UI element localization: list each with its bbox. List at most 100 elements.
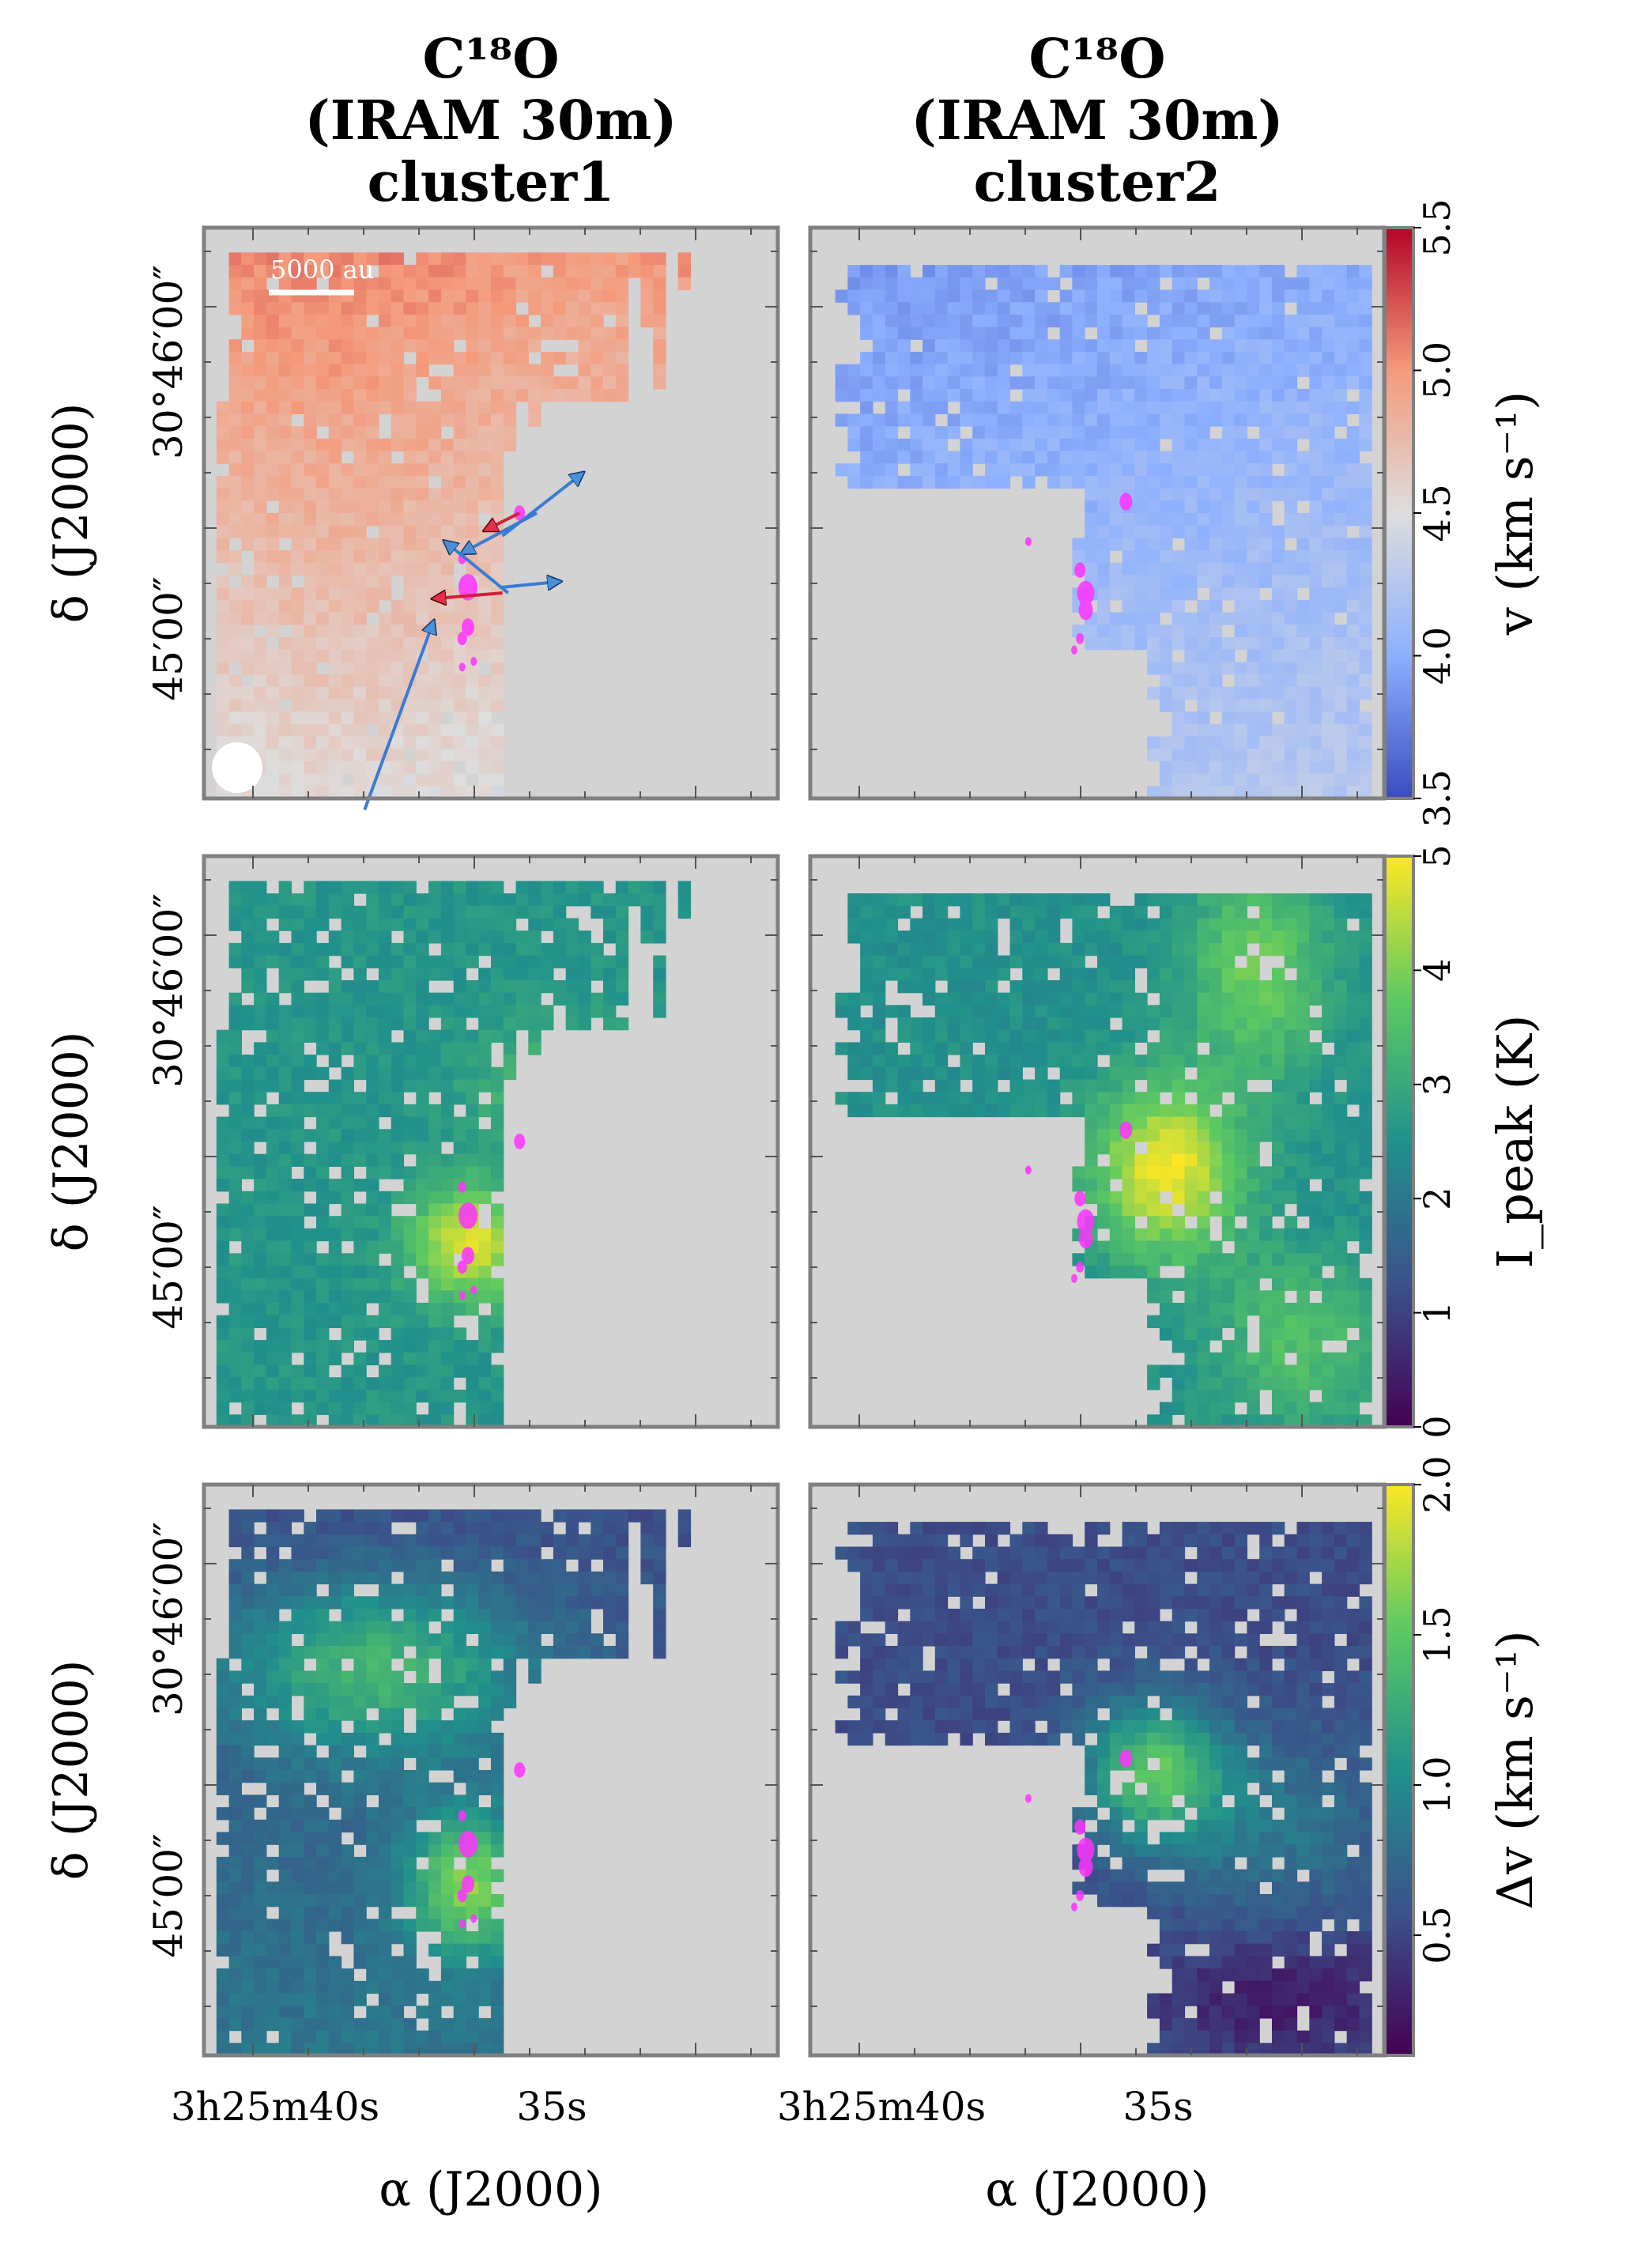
heatmap-cell [254,1596,267,1609]
heatmap-cell [428,881,442,894]
heatmap-cell [453,302,467,315]
heatmap-cell [1122,955,1135,968]
heatmap-cell [1197,1092,1210,1105]
heatmap-cell [1022,1079,1036,1092]
heatmap-cell [972,376,986,390]
heatmap-cell [266,1055,280,1068]
heatmap-cell [1322,1290,1335,1304]
heatmap-cell [341,426,354,440]
heatmap-cell [897,968,911,981]
heatmap-cell [1085,1042,1098,1055]
heatmap-cell [366,1559,379,1572]
heatmap-cell [1147,339,1160,353]
heatmap-cell [1172,637,1186,651]
heatmap-cell [403,326,417,340]
heatmap-cell [1009,463,1023,477]
heatmap-cell [860,955,873,968]
heatmap-cell [366,1352,379,1366]
heatmap-cell [1234,905,1247,919]
heatmap-cell [241,1402,255,1415]
heatmap-cell [1322,525,1335,538]
heatmap-cell [278,1303,292,1316]
heatmap-cell [491,451,504,464]
heatmap-cell [316,339,330,353]
heatmap-cell [1085,980,1098,994]
heatmap-cell [440,1079,455,1092]
heatmap-cell [341,1079,354,1092]
heatmap-cell [241,438,255,452]
heatmap-cell [1197,1129,1210,1142]
heatmap-cell [291,1303,304,1316]
heatmap-cell [640,905,654,919]
heatmap-cell [578,289,591,303]
heatmap-cell [1009,992,1023,1006]
heatmap-cell [304,252,317,266]
heatmap-cell [1209,1277,1223,1291]
y-tick-label: 45′00″ [145,1205,191,1329]
heatmap-cell [1072,401,1085,414]
heatmap-cell [1259,1005,1273,1018]
heatmap-cell [391,1402,405,1415]
heatmap-cell [528,376,541,390]
heatmap-cell [1172,930,1186,944]
heatmap-cell [872,352,886,365]
heatmap-cell [1322,649,1335,662]
heatmap-cell [553,955,567,968]
heatmap-cell [1259,1066,1273,1081]
heatmap-cell [1134,930,1148,944]
heatmap-cell [1134,1055,1148,1068]
heatmap-cell [304,1559,317,1572]
heatmap-cell [1147,662,1160,675]
heatmap-cell [515,1509,529,1523]
heatmap-cell [1272,1029,1285,1043]
heatmap-cell [1359,736,1372,749]
heatmap-cell [1234,1179,1247,1192]
heatmap-cell [266,1104,280,1118]
heatmap-cell [960,980,973,994]
heatmap-cell [1359,723,1372,738]
heatmap-cell [241,525,255,538]
heatmap-cell [316,723,330,738]
heatmap-cell [391,599,405,613]
heatmap-cell [1147,389,1160,402]
heatmap-cell [1234,1017,1247,1031]
heatmap-cell [1234,1166,1247,1179]
heatmap-cell [440,314,455,328]
heatmap-cell [1072,1166,1085,1179]
heatmap-cell [1197,1142,1210,1155]
heatmap-cell [1334,352,1348,365]
heatmap-cell [254,637,267,651]
heatmap-cell [278,760,292,775]
heatmap-cell [503,1609,517,1622]
heatmap-cell [1247,1142,1260,1155]
heatmap-cell [1221,749,1236,762]
heatmap-cell [1334,1129,1348,1142]
heatmap-cell [304,649,317,662]
heatmap-cell [478,1104,492,1118]
heatmap-cell [328,711,342,725]
heatmap-cell [278,881,292,894]
heatmap-cell [1284,451,1298,464]
heatmap-cell [640,289,654,303]
heatmap-cell [241,426,255,440]
heatmap-cell [1234,265,1247,278]
heatmap-cell [304,538,317,551]
heatmap-cell [216,525,230,538]
heatmap-cell [910,1017,923,1031]
heatmap-cell [1172,1402,1186,1415]
heatmap-cell [1284,760,1298,775]
heatmap-cell [1322,749,1335,762]
heatmap-cell [1272,562,1285,576]
heatmap-cell [379,1621,392,1634]
heatmap-cell [653,1609,666,1622]
protostar-marker [1024,537,1032,546]
heatmap-cell [1085,1116,1098,1130]
heatmap-cell [910,968,923,981]
heatmap-cell [291,1583,304,1597]
heatmap-cell [478,302,492,315]
heatmap-cell [503,438,517,452]
heatmap-cell [1234,968,1247,981]
heatmap-cell [1346,401,1360,414]
heatmap-cell [1159,1005,1173,1018]
heatmap-cell [254,1042,267,1055]
